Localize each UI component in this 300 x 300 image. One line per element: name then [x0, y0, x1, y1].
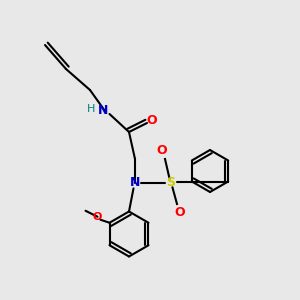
- Text: N: N: [130, 176, 140, 190]
- Text: O: O: [157, 143, 167, 157]
- Text: H: H: [87, 104, 96, 115]
- Text: N: N: [98, 104, 109, 118]
- Text: O: O: [93, 212, 102, 222]
- Text: O: O: [146, 113, 157, 127]
- Text: S: S: [167, 176, 176, 190]
- Text: O: O: [175, 206, 185, 220]
